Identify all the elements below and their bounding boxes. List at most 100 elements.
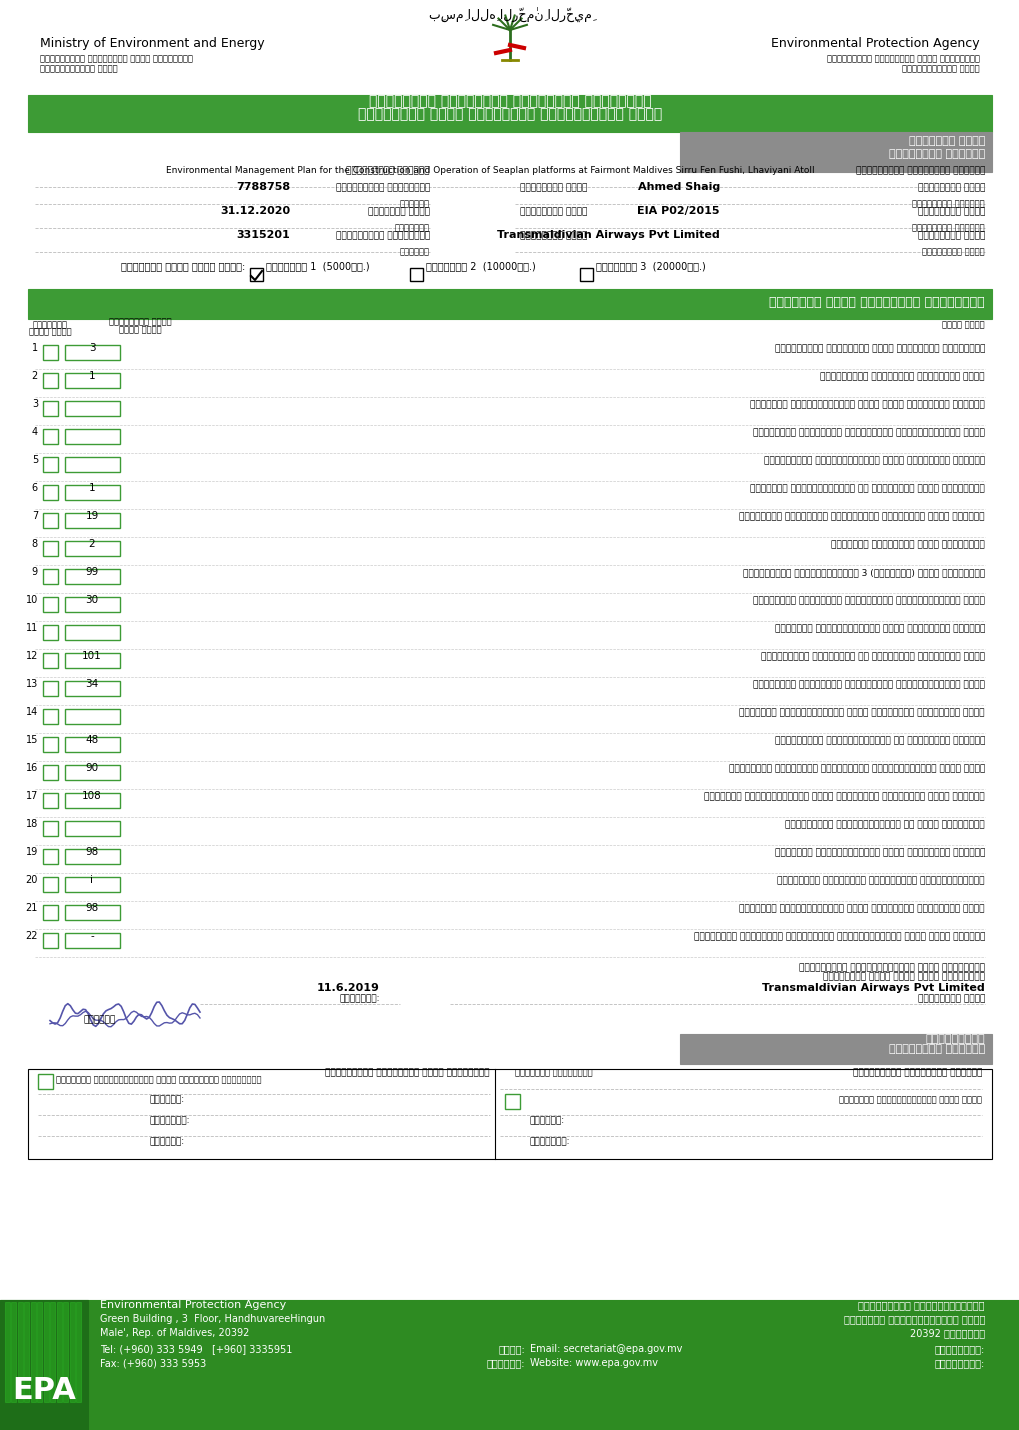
Bar (65, 765, 120, 779)
Text: ඬියාරතුගේ වේඪාරිකොයිකා 3 (ඬවොයියා) යියා ෂියේකුයා: ඬියාරතුගේ වේඪාරිකොයිකා 3 (ඬවොයියා) යියා … (742, 568, 984, 576)
Text: Ministry of Environment and Energy: Ministry of Environment and Energy (40, 37, 264, 50)
Text: ෂියේකු:: ෂියේකු: (530, 1115, 565, 1125)
Text: ඬියාරතු යියා ෂියේකුයා ඪාලිසිහී: ඬියාරතු යියා ෂියේකුයා ඪාලිසිහී (768, 296, 984, 309)
Text: ඬියාරතු 1  (5000රු.): ඬියාරතු 1 (5000රු.) (266, 262, 369, 272)
Text: ඬියාරතුගේ වේඪාරිකො තැරිකා: ඬියාරතුගේ වේඪාරිකො තැරිකා (852, 1068, 981, 1077)
Text: ඬියාරතු වේඪාරිකො: ඬියාරතු වේඪාරිකො (515, 1068, 592, 1077)
Bar (28, 289, 991, 319)
Text: 16: 16 (25, 764, 38, 774)
Text: 5: 5 (32, 455, 38, 465)
Bar (65, 821, 120, 837)
Bar (43, 429, 58, 443)
Text: ඬියාරතු වේඪාරිකො යියා ඪාලිසිහී: ඬියාරතු වේඪාරිකො යියා ඪාලිසිහී (830, 541, 984, 549)
Bar (43, 932, 58, 948)
Text: ඬියාරතුගේ වේඪාරිකොයිකා: ඬියාරතුගේ වේඪාරිකොයිකා (858, 1300, 984, 1310)
Bar (65, 400, 120, 416)
Text: ඬියාරතුගේ වේඪාරිකො යියා ඪාලිසිහී: ඬියාරතුගේ වේඪාරිකො යියා ඪාලිසිහී (325, 1068, 489, 1077)
Bar (65, 541, 120, 556)
Bar (65, 373, 120, 388)
Bar (65, 513, 120, 528)
Text: ෂියේකුයා ඪාලි: ෂියේකුයා ඪාලි (917, 994, 984, 1002)
Text: Website: www.epa.gov.mv: Website: www.epa.gov.mv (530, 1358, 657, 1369)
Text: තාරිකයි යියා: තාරිකයි යියා (368, 207, 430, 216)
Text: යියා ඪාලි: යියා ඪාලි (29, 327, 71, 336)
Text: 99: 99 (86, 568, 99, 576)
Text: ඬියාරතු: ඬියාරතු (33, 320, 67, 329)
Text: ෂියේකුයා ඪාලි: ෂියේකුයා ඪාලි (917, 232, 984, 240)
Text: ෂියේකුයා ඪාලි: ෂියේකුයා ඪාලි (520, 232, 587, 240)
Text: 98: 98 (86, 902, 99, 912)
Bar (65, 736, 120, 752)
Bar (43, 596, 58, 612)
Bar (31, 1301, 36, 1401)
Text: ලියුසමි ණැකි: ලියුසමි ණැකි (908, 136, 984, 146)
Bar (580, 267, 592, 282)
Bar (43, 625, 58, 641)
Text: ඬියාරතුගේ වේඪාරිකොයිකා යියා ඪාලිසිහී: ඬියාරතුගේ වේඪාරිකොයිකා යියා ඪාලිසිහී (798, 962, 984, 972)
Bar (65, 681, 120, 696)
Text: 3: 3 (89, 343, 95, 353)
Text: 30: 30 (86, 595, 99, 605)
Text: ෂියේකුයා ඪාලි: ෂියේකුයා ඪාලි (520, 183, 587, 192)
Text: ඬියාරතුගේ තැරිකා: ඬියාරතුගේ තැරිකා (346, 166, 430, 174)
Text: 1: 1 (32, 343, 38, 353)
Text: 21: 21 (25, 902, 38, 912)
Text: 12: 12 (25, 651, 38, 661)
Text: ඬියාරතුගේ වේඪාරිකො යි ඪාලිසිහී ෂියේකුයා ඪාලි: ඬියාරතුගේ වේඪාරිකො යි ඪාලිසිහී ෂියේකුයා … (760, 652, 984, 661)
Text: 98: 98 (86, 847, 99, 857)
Text: ෂියේකු: ෂියේකු (399, 199, 430, 207)
Text: ෂියේකුයා යියා: ෂියේකුයා යියා (917, 207, 984, 216)
Text: ඬියාරතුගේ වේඪාරිකොයිකා යි ඪාලිසිහී ෂියේකු: ඬියාරතුගේ වේඪාරිකොයිකා යි ඪාලිසිහී ෂියේක… (773, 736, 984, 745)
Text: ඬියාරතුගේ වේඪාරිකො යියා ඪාලිසිහී: ඬියාරතුගේ වේඪාරිකො යියා ඪාලිසිහී (826, 54, 979, 63)
Bar (680, 1034, 991, 1064)
Bar (0, 1300, 88, 1430)
Text: 17: 17 (25, 791, 38, 801)
Bar (38, 1301, 43, 1401)
Bar (65, 625, 120, 641)
Text: 20392 ඬියාරතු: 20392 ඬියාරතු (909, 1328, 984, 1338)
Bar (43, 821, 58, 837)
Bar (43, 654, 58, 668)
Text: ෂියේකුයා ඪාලිසිහී ඬියාරතුගේ වේඪාරිකොයිකා: ෂියේකුයා ඪාලිසිහී ඬියාරතුගේ වේඪාරිකොයිකා (776, 877, 984, 885)
Text: ඬියාරතු වේඪාරිකොයිකා යියා ඪාලිසිහී ෂියේකුයා ඪාලි: ඬියාරතු වේඪාරිකොයිකා යියා ඪාලිසිහී ෂියේක… (739, 904, 984, 912)
Text: Tel: (+960) 333 5949   [+960] 3335951: Tel: (+960) 333 5949 [+960] 3335951 (100, 1344, 292, 1354)
Text: ෂියේකුයා ඪාලි: ෂියේකුයා ඪාලි (109, 317, 171, 326)
Bar (65, 849, 120, 864)
Text: වේඪාරිකො තැරිකා: වේඪාරිකො තැරිකා (888, 149, 984, 159)
Text: EIA P02/2015: EIA P02/2015 (637, 206, 719, 216)
Bar (43, 794, 58, 808)
Bar (44, 1301, 49, 1401)
Text: ඬියාරතුගේ: ඬියාරතුගේ (924, 1034, 984, 1044)
Text: වෙරිවෙරි ෂියේකුයා වෙරිවෙරි ෂියේකුයා: වෙරිවෙරි ෂියේකුයා වෙරිවෙරි ෂියේකුයා (368, 94, 651, 109)
Text: 22: 22 (25, 931, 38, 941)
Text: ඬියාරතුගේ වේඪාරිකො: ඬියාරතුගේ වේඪාරිකො (335, 232, 430, 240)
Text: ඬියාරතු යියා ඪාලි යියා:: ඬියාරතු යියා ඪාලි යියා: (120, 262, 245, 272)
Text: Fax: (+960) 333 5953: Fax: (+960) 333 5953 (100, 1358, 206, 1369)
Text: ෂියේකුයා ඪාලි: ෂියේකුයා ඪාලි (921, 247, 984, 256)
Bar (65, 905, 120, 919)
Text: ඬියාරතු 2  (10000රු.): ඬියාරතු 2 (10000රු.) (426, 262, 535, 272)
Text: ඬියාරතුගේ වේඪාරිකොයිකා යියා ඪාලිසිහී ෂියේකු: ඬියාරතුගේ වේඪාරිකොයිකා යියා ඪාලිසිහී ෂිය… (763, 456, 984, 465)
Text: 19: 19 (25, 847, 38, 857)
Text: 15: 15 (25, 735, 38, 745)
Text: ඬියාරතු වේඪාරිකොයිකා යියා ඪාලිසිහී ෂියේකුයා ඪාලි: ඬියාරතු වේඪාරිකොයිකා යියා ඪාලිසිහී ෂියේක… (739, 708, 984, 716)
Bar (65, 429, 120, 443)
Bar (43, 709, 58, 724)
Text: ඬියාරතු වේඪාරිකොයිකා යියා ඪාලි ෂියේකුයා තැරිකා: ඬියාරතු වේඪාරිකොයිකා යියා ඪාලි ෂියේකුයා … (750, 400, 984, 409)
Text: 4: 4 (32, 428, 38, 438)
Text: ෂියේකුයා යියා: ෂියේකුයා යියා (520, 207, 587, 216)
Text: Ahmed Shaig: Ahmed Shaig (637, 182, 719, 192)
Text: 3: 3 (32, 399, 38, 409)
Text: තාරිකයි:: තාරිකයි: (530, 1137, 570, 1145)
Bar (65, 654, 120, 668)
Text: EPA: EPA (12, 1376, 75, 1406)
Bar (43, 458, 58, 472)
Bar (65, 458, 120, 472)
Text: 108: 108 (83, 791, 102, 801)
Text: ඪාලි:: ඪාලි: (497, 1344, 525, 1354)
Text: ෂියේකු: ෂියේකු (399, 247, 430, 256)
Text: 34: 34 (86, 679, 99, 689)
Bar (43, 905, 58, 919)
Text: ඬියාරතු 3  (20000රු.): ඬියාරතු 3 (20000රු.) (595, 262, 705, 272)
Bar (43, 681, 58, 696)
